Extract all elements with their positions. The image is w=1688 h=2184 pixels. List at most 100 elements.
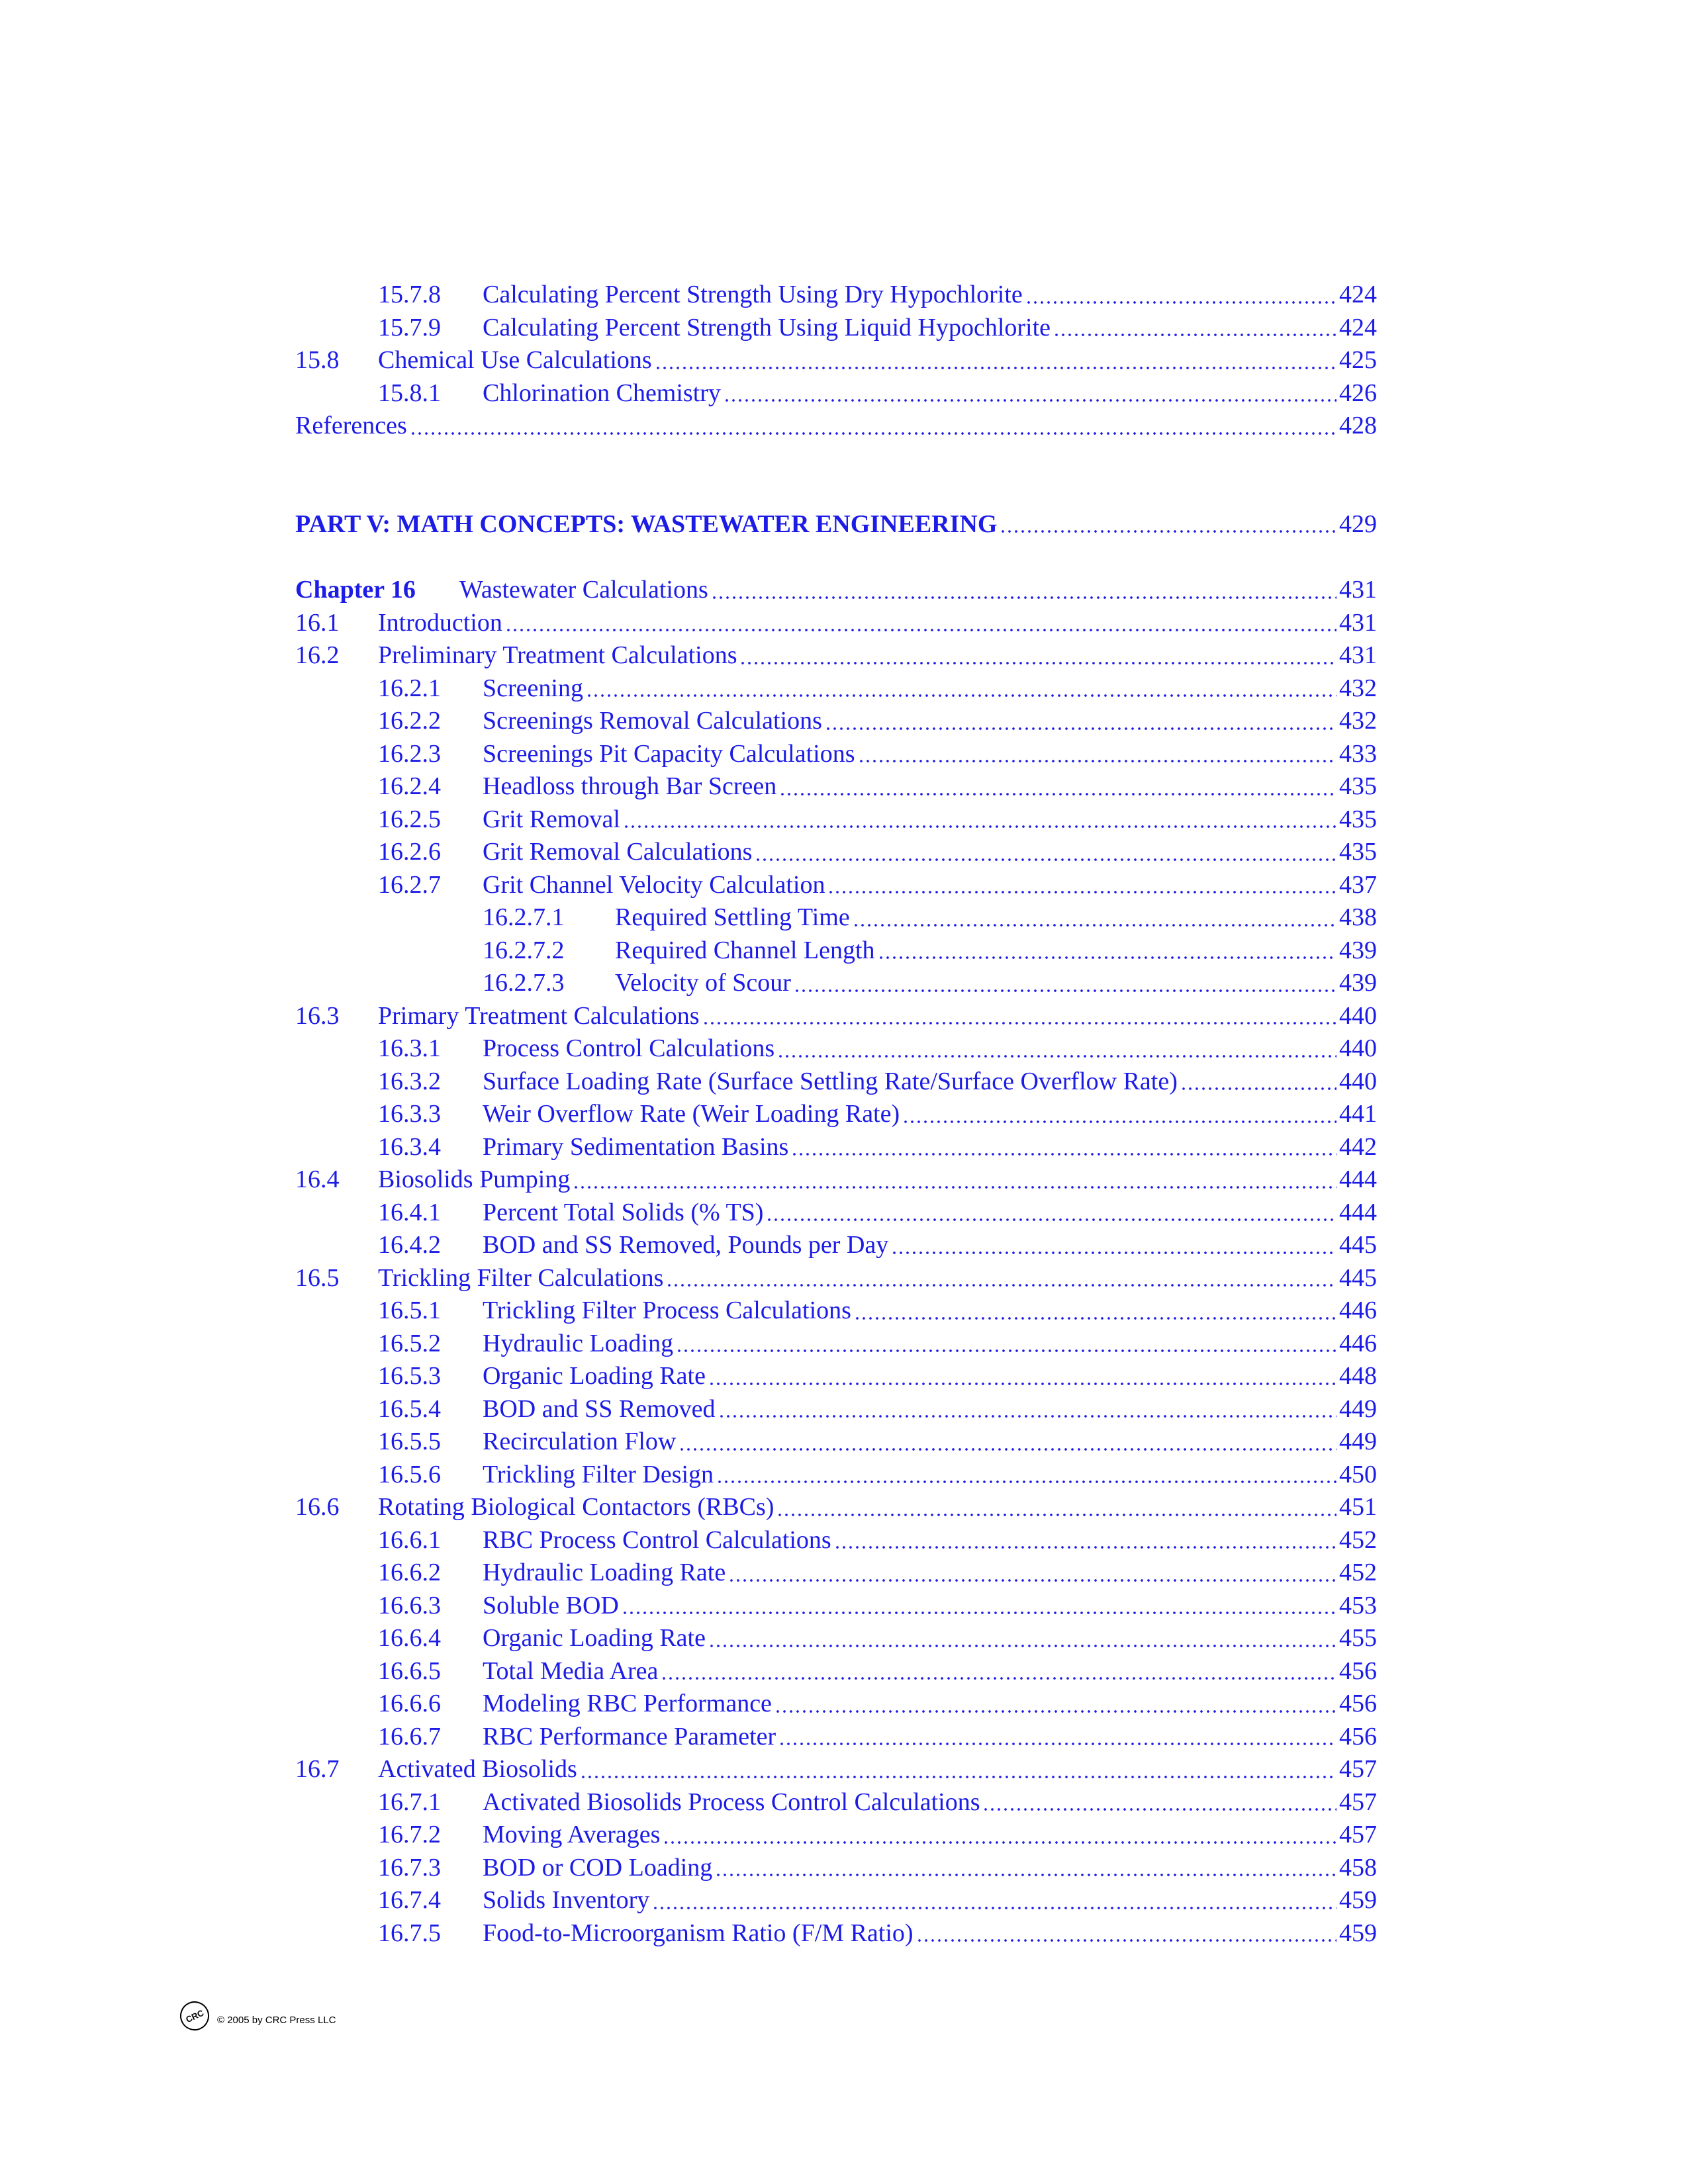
page-number: 458 [1339,1853,1377,1882]
entry-title: Grit Removal [483,805,620,833]
toc-entry: 16.2.7 Grit Channel Velocity Calculation 4… [295,868,1377,901]
dot-leader [982,1786,1336,1819]
entry-title: Hydraulic Loading [483,1329,674,1357]
toc-entry: 16.1 Introduction 431 [295,606,1377,639]
dot-leader [833,1524,1336,1557]
entry-number: 16.5.4 [378,1394,441,1423]
dot-leader [715,1851,1336,1884]
entry-number: 16.3 [295,1001,340,1030]
toc-entry: 16.2.6 Grit Removal Calculations 435 [295,836,1377,869]
entry-title: Calculating Percent Strength Using Dry H… [483,281,1023,308]
page-number: 437 [1339,870,1377,899]
entry-number: 16.5.1 [378,1297,441,1324]
dot-leader [728,1557,1336,1590]
page-number: 435 [1339,805,1377,833]
entry-number: 15.8 [295,346,340,374]
dot-leader [676,1327,1336,1360]
page-number: 450 [1339,1460,1377,1488]
dot-leader [777,1032,1336,1066]
entry-number: 16.6.2 [378,1559,441,1586]
dot-leader [774,1688,1336,1721]
toc-entry: 16.2.1 Screening 432 [295,672,1377,705]
entry-number: 16.6 [295,1493,340,1521]
entry-number: 16.5 [295,1263,340,1292]
toc-entry: 16.2.5 Grit Removal 435 [295,803,1377,836]
entry-number: 16.7 [295,1755,340,1783]
toc-entry: 15.8.1 Chlorination Chemistry 426 [295,377,1377,410]
entry-number: 15.7.9 [378,313,441,341]
toc-entry: 16.2.7.3 Velocity of Scour 439 [295,967,1377,1000]
entry-title: Weir Overflow Rate (Weir Loading Rate) [483,1100,900,1128]
entry-number: 16.7.4 [378,1886,441,1914]
dot-leader [915,1917,1336,1950]
entry-number: 15.8.1 [378,379,441,407]
entry-number: 16.2.7 [378,870,441,899]
dot-leader [702,999,1336,1032]
entry-number: 16.3.1 [378,1034,441,1062]
entry-title: Screenings Removal Calculations [483,707,822,735]
entry-number: 16.2.7.1 [483,903,565,931]
entry-title: Organic Loading Rate [483,1362,706,1390]
entry-number: Chapter 16 [295,576,416,604]
dot-leader [853,1295,1336,1328]
entry-number: 16.6.7 [378,1722,441,1751]
entry-title: Grit Channel Velocity Calculation [483,870,825,899]
page-number: 439 [1339,969,1377,997]
dot-leader [902,1098,1336,1131]
entry-number: 16.7.5 [378,1919,441,1947]
page-number: 452 [1339,1559,1377,1586]
dot-leader [1025,279,1336,312]
entry-title: Velocity of Scour [615,969,791,997]
entry-number: 16.2.7.3 [483,969,565,997]
page-number: 425 [1339,346,1377,374]
toc-entry: 16.6.7 RBC Performance Parameter 456 [295,1720,1377,1753]
dot-leader [661,1655,1336,1688]
toc-entry: 16.7.3 BOD or COD Loading 458 [295,1851,1377,1884]
entry-title: Required Channel Length [615,936,875,964]
toc-entry: 16.2.7.1 Required Settling Time 438 [295,901,1377,934]
entry-title: Chlorination Chemistry [483,379,721,407]
entry-title: Primary Treatment Calculations [378,1001,700,1030]
page-number: 448 [1339,1362,1377,1390]
toc-entry: 16.2.7.2 Required Channel Length 439 [295,934,1377,967]
page-number: 459 [1339,1919,1377,1947]
entry-title: Screening [483,674,583,702]
dot-leader [739,639,1336,672]
dot-leader [778,1720,1336,1753]
dot-leader [679,1426,1336,1459]
page-number: 452 [1339,1525,1377,1554]
toc-entry: 16.2 Preliminary Treatment Calculations 43… [295,639,1377,672]
entry-number: 15.7.8 [378,281,441,308]
entry-number: 16.1 [295,608,340,637]
toc-entry: 16.5.3 Organic Loading Rate 448 [295,1360,1377,1393]
entry-number: 16.5.3 [378,1362,441,1390]
entry-title: Calculating Percent Strength Using Liqui… [483,313,1051,341]
entry-title: References [295,412,407,439]
page-number: 457 [1339,1755,1377,1783]
toc-entry: References 428 [295,410,1377,443]
entry-number: 16.2.7.2 [483,936,565,964]
page-number: 449 [1339,1428,1377,1455]
toc-entry: 15.8 Chemical Use Calculations 425 [295,344,1377,377]
entry-title: Soluble BOD [483,1591,619,1619]
page-number: 440 [1339,1001,1377,1030]
dot-leader [755,836,1336,869]
dot-leader [1000,508,1336,541]
toc-entry: 16.6 Rotating Biological Contactors (RBCs… [295,1491,1377,1524]
dot-leader [852,901,1336,934]
page-number: 433 [1339,739,1377,768]
dot-leader [622,803,1336,836]
toc-entry: 16.2.2 Screenings Removal Calculations 432 [295,705,1377,738]
dot-leader [718,1392,1336,1426]
entry-number: 16.3.4 [378,1132,441,1161]
page-number: 445 [1339,1263,1377,1292]
dot-leader [716,1458,1336,1491]
toc-entry: 16.7.1 Activated Biosolids Process Contro… [295,1786,1377,1819]
entry-number: 16.2.3 [378,739,441,768]
toc-entry: 16.7 Activated Biosolids 457 [295,1753,1377,1786]
entry-number: 16.7.2 [378,1821,441,1848]
page-number: 453 [1339,1591,1377,1619]
dot-leader [891,1229,1336,1262]
dot-leader [654,344,1336,377]
entry-number: 16.4.1 [378,1198,441,1226]
